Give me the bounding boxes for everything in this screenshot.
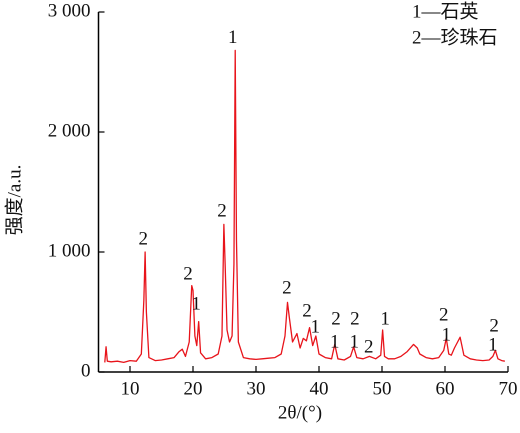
- x-tick-label: 20: [184, 378, 203, 399]
- peak-label: 1: [330, 331, 340, 352]
- peak-label: 1: [191, 293, 201, 314]
- peak-label: 1: [442, 324, 452, 345]
- x-tick-label: 10: [121, 378, 140, 399]
- peak-label: 2: [331, 308, 341, 329]
- y-tick-label: 0: [81, 360, 91, 381]
- legend-note: 1—石英: [412, 0, 479, 22]
- data-line: [104, 49, 505, 364]
- peak-label: 1: [310, 316, 320, 337]
- x-tick-label: 60: [436, 378, 455, 399]
- x-axis-label: 2θ/(°): [278, 402, 322, 423]
- peak-label: 1: [228, 27, 238, 48]
- y-tick-label: 2 000: [48, 120, 91, 141]
- peak-label: 2: [217, 200, 227, 221]
- y-tick-label: 3 000: [48, 0, 91, 21]
- x-tick-label: 70: [499, 378, 518, 399]
- x-tick-label: 40: [310, 378, 329, 399]
- peak-label: 1: [488, 334, 498, 355]
- peak-label: 2: [183, 263, 193, 284]
- peak-label: 2: [282, 277, 292, 298]
- peak-label: 2: [138, 228, 148, 249]
- peak-label: 1: [380, 308, 390, 329]
- y-tick-label: 1 000: [48, 240, 91, 261]
- peak-label: 2: [364, 336, 374, 357]
- peak-label: 2: [489, 315, 499, 336]
- peak-label: 2: [439, 304, 449, 325]
- y-axis-label: 强度/a.u.: [3, 165, 25, 236]
- legend-note: 2—珍珠石: [412, 26, 498, 48]
- x-tick-label: 50: [373, 378, 392, 399]
- peak-label: 1: [350, 331, 360, 352]
- peak-label: 2: [350, 308, 360, 329]
- peak-label: 2: [302, 300, 312, 321]
- x-tick-label: 30: [247, 378, 266, 399]
